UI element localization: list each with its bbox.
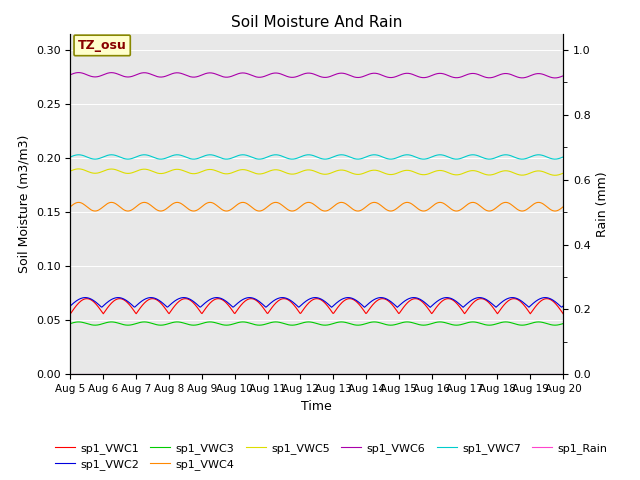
sp1_VWC3 <box>67 321 74 326</box>
sp1_VWC7 <box>67 154 74 160</box>
sp1_VWC2 <box>410 295 418 300</box>
sp1_VWC4 <box>75 200 83 205</box>
sp1_VWC7 <box>127 156 134 162</box>
sp1_VWC5 <box>203 167 211 173</box>
Line: sp1_VWC7: sp1_VWC7 <box>70 155 563 159</box>
Y-axis label: Soil Moisture (m3/m3): Soil Moisture (m3/m3) <box>17 135 30 273</box>
Text: TZ_osu: TZ_osu <box>78 39 127 52</box>
sp1_VWC5 <box>76 166 84 172</box>
sp1_VWC3 <box>559 321 567 326</box>
sp1_VWC3 <box>75 319 83 325</box>
sp1_VWC2 <box>391 302 399 308</box>
sp1_VWC1 <box>83 296 91 301</box>
sp1_VWC6 <box>392 74 399 80</box>
Line: sp1_VWC2: sp1_VWC2 <box>70 298 563 307</box>
sp1_VWC2 <box>559 303 567 309</box>
sp1_Rain <box>126 372 134 377</box>
sp1_VWC4 <box>559 204 567 210</box>
sp1_VWC3 <box>127 322 134 328</box>
sp1_VWC7 <box>76 152 84 158</box>
Legend: sp1_VWC1, sp1_VWC2, sp1_VWC3, sp1_VWC4, sp1_VWC5, sp1_VWC6, sp1_VWC7, sp1_Rain: sp1_VWC1, sp1_VWC2, sp1_VWC3, sp1_VWC4, … <box>51 438 612 474</box>
X-axis label: Time: Time <box>301 400 332 413</box>
sp1_VWC7 <box>177 152 184 158</box>
Line: sp1_VWC5: sp1_VWC5 <box>70 169 563 175</box>
sp1_VWC1 <box>177 297 184 303</box>
sp1_Rain <box>67 372 74 377</box>
sp1_VWC7 <box>551 156 559 162</box>
sp1_VWC6 <box>127 74 134 80</box>
sp1_VWC5 <box>551 172 559 178</box>
sp1_VWC1 <box>76 300 83 305</box>
sp1_VWC3 <box>392 322 399 327</box>
sp1_VWC1 <box>392 306 399 312</box>
sp1_VWC1 <box>67 311 74 317</box>
sp1_VWC4 <box>67 204 74 210</box>
sp1_VWC5 <box>559 170 567 176</box>
sp1_Rain <box>176 372 184 377</box>
sp1_VWC7 <box>559 154 567 160</box>
sp1_VWC3 <box>203 319 211 325</box>
sp1_Rain <box>391 372 399 377</box>
sp1_VWC5 <box>177 167 184 173</box>
sp1_VWC5 <box>127 170 134 176</box>
sp1_VWC4 <box>76 200 84 205</box>
sp1_VWC4 <box>551 208 559 214</box>
sp1_VWC6 <box>377 72 385 78</box>
sp1_VWC5 <box>75 166 83 172</box>
sp1_VWC6 <box>559 73 567 79</box>
sp1_VWC7 <box>392 156 399 161</box>
sp1_VWC2 <box>126 300 134 306</box>
sp1_VWC6 <box>177 71 184 76</box>
sp1_VWC4 <box>203 200 211 206</box>
sp1_VWC5 <box>67 168 74 174</box>
sp1_VWC6 <box>75 70 83 75</box>
Y-axis label: Rain (mm): Rain (mm) <box>596 171 609 237</box>
sp1_Rain <box>376 372 384 377</box>
sp1_VWC2 <box>376 295 384 300</box>
sp1_VWC4 <box>127 207 134 213</box>
Line: sp1_VWC4: sp1_VWC4 <box>70 203 563 211</box>
sp1_VWC1 <box>127 303 134 309</box>
sp1_VWC7 <box>203 152 211 158</box>
Line: sp1_VWC3: sp1_VWC3 <box>70 322 563 325</box>
sp1_VWC1 <box>203 304 211 310</box>
sp1_VWC4 <box>377 203 385 208</box>
sp1_VWC6 <box>76 70 84 75</box>
sp1_VWC4 <box>177 201 184 206</box>
sp1_VWC7 <box>75 152 83 157</box>
sp1_VWC5 <box>377 169 385 175</box>
sp1_VWC3 <box>377 320 385 326</box>
Title: Soil Moisture And Rain: Soil Moisture And Rain <box>231 15 403 30</box>
sp1_VWC2 <box>202 299 210 305</box>
sp1_VWC6 <box>203 71 211 76</box>
sp1_VWC5 <box>392 171 399 177</box>
sp1_VWC4 <box>392 206 399 212</box>
sp1_VWC2 <box>67 303 74 309</box>
sp1_Rain <box>76 372 83 377</box>
sp1_VWC6 <box>67 72 74 78</box>
Line: sp1_VWC6: sp1_VWC6 <box>70 72 563 78</box>
sp1_Rain <box>559 372 567 377</box>
sp1_VWC1 <box>559 311 567 317</box>
Line: sp1_VWC1: sp1_VWC1 <box>70 299 563 314</box>
sp1_VWC3 <box>76 319 84 325</box>
sp1_VWC6 <box>551 75 559 81</box>
sp1_VWC2 <box>176 295 184 301</box>
sp1_Rain <box>202 372 210 377</box>
sp1_VWC1 <box>377 296 385 302</box>
sp1_VWC2 <box>76 296 83 302</box>
sp1_VWC3 <box>551 322 559 328</box>
sp1_VWC3 <box>177 319 184 325</box>
sp1_VWC2 <box>426 304 434 310</box>
sp1_VWC7 <box>377 154 385 159</box>
